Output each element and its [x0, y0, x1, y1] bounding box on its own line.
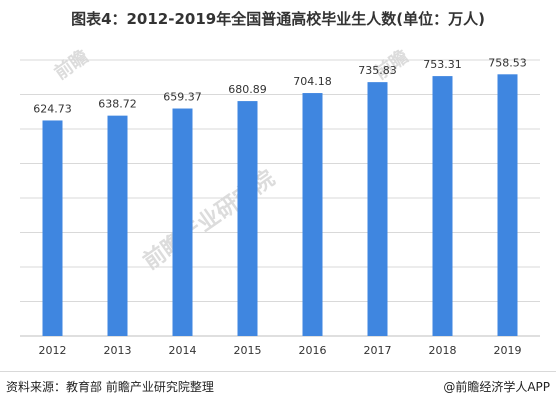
chart-title: 图表4：2012-2019年全国普通高校毕业生人数(单位：万人): [71, 10, 485, 28]
x-tick-label: 2017: [364, 344, 392, 357]
value-labels: 624.73 638.72 659.37 680.89 704.18 735.83 753.…: [33, 56, 527, 115]
bar-2014: [172, 108, 193, 336]
bar-2016: [302, 93, 323, 337]
x-tick-label: 2012: [39, 344, 67, 357]
x-tick-label: 2015: [234, 344, 262, 357]
value-label: 735.83: [358, 64, 397, 77]
bars: [42, 74, 518, 337]
source-note: 资料来源：教育部 前瞻产业研究院整理: [6, 380, 214, 394]
value-label: 758.53: [488, 56, 527, 69]
watermark-text: 前瞻产业研究院: [139, 165, 280, 275]
brand-credit: @前瞻经济学人APP: [443, 380, 550, 394]
x-axis-ticks: 2012 2013 2014 2015 2016 2017 2018 2019: [39, 344, 522, 357]
gridlines: [20, 59, 540, 337]
value-label: 624.73: [33, 102, 72, 115]
x-tick-label: 2019: [494, 344, 522, 357]
x-tick-label: 2014: [169, 344, 197, 357]
x-tick-label: 2013: [104, 344, 132, 357]
bar-2017: [367, 82, 388, 337]
value-label: 680.89: [228, 83, 267, 96]
bar-2019: [497, 74, 518, 336]
x-tick-label: 2016: [299, 344, 327, 357]
value-label: 704.18: [293, 75, 332, 88]
bar-2012: [42, 120, 63, 337]
value-label: 753.31: [423, 58, 462, 71]
bar-2013: [107, 115, 128, 336]
source-divider: [0, 371, 556, 372]
watermark-text: 前瞻: [50, 45, 92, 84]
bar-2015: [237, 101, 258, 336]
x-tick-label: 2018: [429, 344, 457, 357]
value-label: 638.72: [98, 98, 137, 111]
bar-2018: [432, 76, 453, 337]
value-label: 659.37: [163, 91, 202, 104]
